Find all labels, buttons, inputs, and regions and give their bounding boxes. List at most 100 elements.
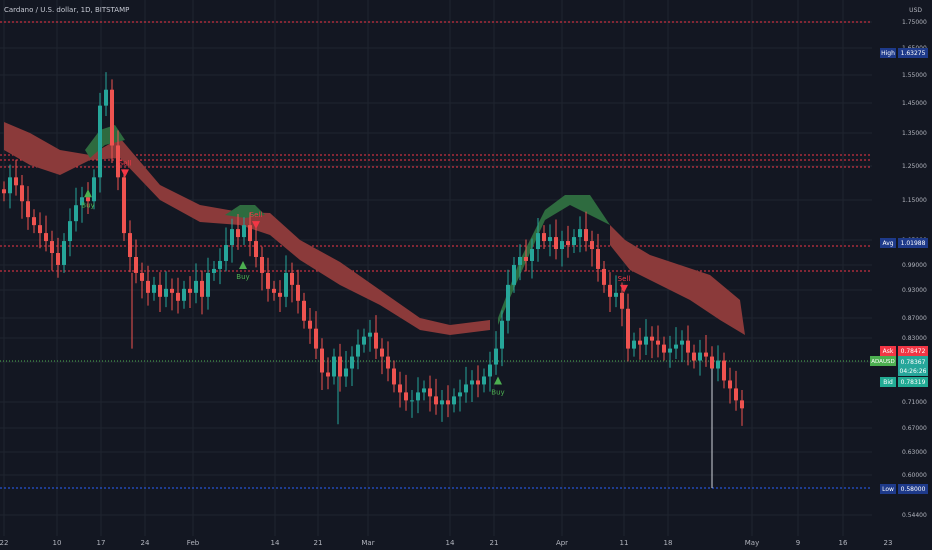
candle-body	[170, 288, 174, 293]
price-labels: High 1.63275 Avg 1.01988 Low 0.58000 Ask 0.7847…	[870, 48, 928, 494]
candle-body	[20, 185, 24, 202]
candle-body	[218, 260, 222, 269]
candle	[266, 257, 270, 302]
time-axis[interactable]: 22 10 17 24 Feb 14 21 Mar 14 21 Apr 11 18 May 9 16 23	[0, 536, 932, 550]
sell-arrow-icon	[121, 169, 129, 178]
high-label-key	[880, 48, 896, 58]
y-tick-label: 0.99000	[902, 262, 927, 269]
candle	[512, 256, 516, 293]
candle-body	[116, 145, 120, 178]
candle-body	[488, 364, 492, 377]
candle-body	[314, 328, 318, 349]
candle	[152, 276, 156, 301]
candle	[344, 350, 348, 387]
candle-body	[644, 336, 648, 345]
candle-body	[398, 384, 402, 393]
x-tick-label: Mar	[361, 539, 374, 547]
candle-body	[596, 249, 600, 269]
candle-body	[464, 384, 468, 393]
candle	[296, 269, 300, 314]
candle	[368, 319, 372, 352]
candle	[464, 366, 468, 403]
candle-body	[128, 233, 132, 257]
candle	[236, 213, 240, 250]
ask-label-key	[880, 346, 896, 356]
candle	[494, 331, 498, 375]
buy-label: Buy	[81, 201, 94, 209]
price-bg	[898, 356, 928, 376]
candle	[338, 343, 342, 392]
candle-body	[32, 217, 36, 226]
candle	[440, 390, 444, 422]
candle-body	[410, 400, 414, 402]
avg-label-value-bg	[898, 238, 928, 248]
x-tick-label: 14	[446, 539, 455, 547]
candle	[650, 326, 654, 359]
high-label-value-bg	[898, 48, 928, 58]
candle-body	[560, 241, 564, 250]
x-tick-label: 21	[314, 539, 323, 547]
candle-body	[614, 292, 618, 297]
low-label-value: 0.58000	[901, 486, 926, 493]
candle-body	[92, 177, 96, 202]
bid-label: Bid 0.78319	[880, 377, 928, 387]
candle-body	[26, 201, 30, 218]
candle	[98, 92, 102, 193]
candle	[134, 239, 138, 284]
candle-body	[566, 241, 570, 246]
candle-body	[8, 177, 12, 194]
candle-body	[536, 233, 540, 250]
candle	[692, 344, 696, 369]
x-tick-label: 11	[620, 539, 629, 547]
candle	[188, 276, 192, 308]
price-axis[interactable]: USD1.750001.650001.550001.450001.350001.…	[872, 0, 932, 550]
candle-body	[602, 268, 606, 285]
candle	[410, 390, 414, 418]
candle	[176, 277, 180, 314]
buy-signal: Buy	[236, 260, 250, 281]
candle-body	[608, 284, 612, 297]
time-axis-bg	[0, 536, 932, 550]
candle-body	[302, 300, 306, 321]
candle-body	[548, 237, 552, 242]
candle-body	[590, 241, 594, 250]
x-tick-label: 18	[664, 539, 673, 547]
bid-label-key	[880, 377, 896, 387]
candle	[314, 311, 318, 359]
candle	[308, 307, 312, 344]
candle	[614, 275, 618, 308]
high-label-value: 1.63275	[901, 50, 926, 57]
candle-body	[638, 340, 642, 345]
buy-label: Buy	[236, 273, 249, 281]
candle	[194, 263, 198, 304]
candle-body	[656, 340, 660, 345]
candle-body	[626, 308, 630, 349]
sell-arrow-icon	[252, 221, 260, 230]
candle-body	[428, 388, 432, 397]
candle	[80, 186, 84, 223]
candle	[686, 325, 690, 366]
candle-body	[524, 256, 528, 261]
x-tick-label: 14	[271, 539, 280, 547]
x-tick-label: Apr	[556, 539, 568, 547]
candle-body	[206, 272, 210, 297]
candle-body	[2, 189, 6, 194]
candle	[674, 327, 678, 359]
candle	[44, 215, 48, 252]
candle	[380, 338, 384, 375]
candle-body	[122, 177, 126, 234]
candle-body	[578, 229, 582, 238]
candle	[554, 219, 558, 260]
ask-label-value-bg	[898, 346, 928, 356]
candle-body	[542, 233, 546, 242]
candle	[596, 233, 600, 282]
candle-body	[722, 360, 726, 381]
candle	[566, 225, 570, 258]
buy-arrow-icon	[494, 376, 502, 385]
low-label-value-bg	[898, 484, 928, 494]
candle-body	[422, 388, 426, 393]
candle	[536, 217, 540, 262]
low-label: Low 0.58000	[880, 484, 928, 494]
candle	[722, 352, 726, 389]
